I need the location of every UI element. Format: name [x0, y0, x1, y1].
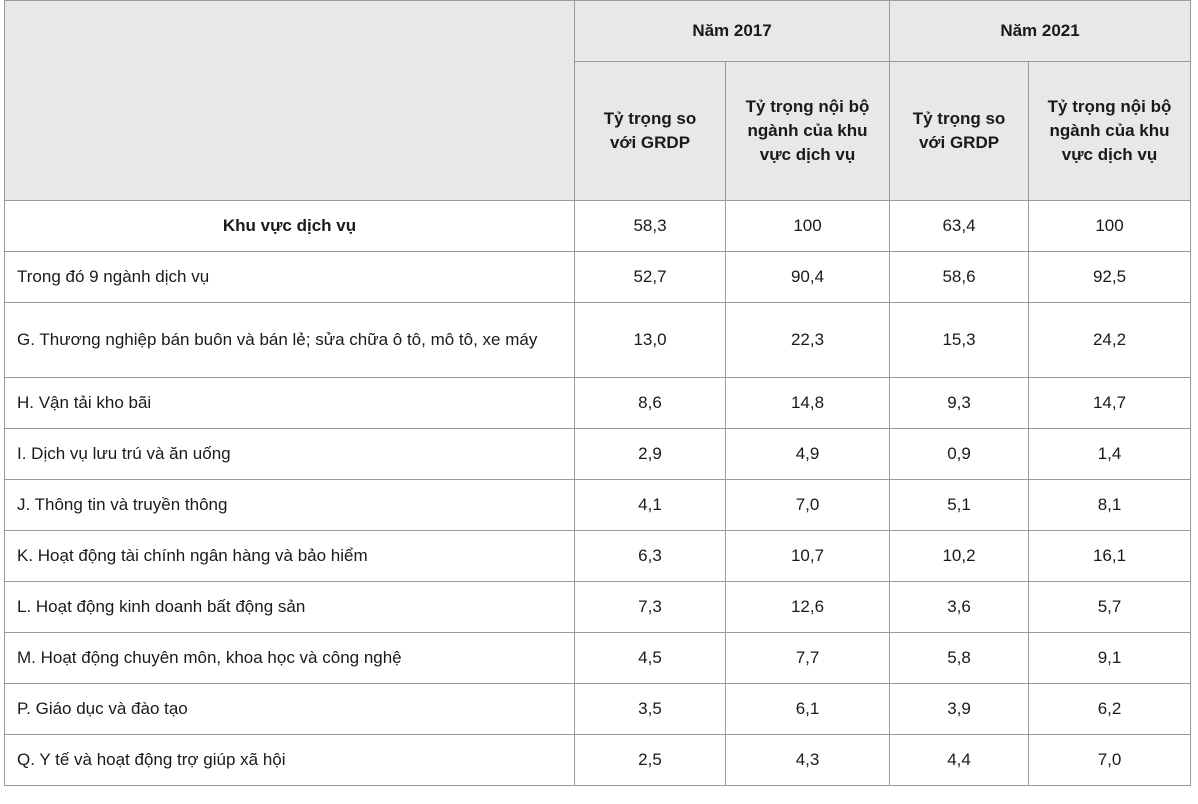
cell-2021-grdp: 3,9	[889, 683, 1030, 735]
cell-2017-grdp: 4,5	[574, 632, 726, 684]
cell-2017-internal: 22,3	[724, 302, 891, 378]
col-2021-internal-label: Tỷ trọng nội bộ ngành của khu vực dịch v…	[1047, 97, 1172, 164]
year-2021-header: Năm 2021	[889, 0, 1192, 62]
cell-2021-grdp: 4,4	[889, 734, 1030, 786]
row-label: K. Hoạt động tài chính ngân hàng và bảo …	[4, 530, 575, 582]
cell-2017-internal: 100	[724, 200, 891, 252]
cell-2021-grdp: 5,1	[889, 479, 1030, 531]
col-2017-internal-label: Tỷ trọng nội bộ ngành của khu vực dịch v…	[745, 97, 870, 164]
cell-2017-grdp: 2,9	[574, 428, 726, 480]
cell-2017-internal: 4,9	[724, 428, 891, 480]
cell-2021-internal: 100	[1028, 200, 1192, 252]
cell-2017-grdp: 58,3	[574, 200, 726, 252]
col-2017-grdp-header: Tỷ trọng so với GRDP	[574, 61, 726, 201]
cell-2021-internal: 7,0	[1028, 734, 1192, 786]
table-row: Q. Y tế và hoạt động trợ giúp xã hội 2,5…	[4, 734, 1192, 786]
cell-2021-internal: 8,1	[1028, 479, 1192, 531]
row-label: H. Vận tải kho bãi	[4, 377, 575, 429]
row-label: J. Thông tin và truyền thông	[4, 479, 575, 531]
table-row: J. Thông tin và truyền thông 4,1 7,0 5,1…	[4, 479, 1192, 531]
cell-2021-grdp: 15,3	[889, 302, 1030, 378]
col-2017-internal-header: Tỷ trọng nội bộ ngành của khu vực dịch v…	[724, 61, 891, 201]
table-row: L. Hoạt động kinh doanh bất động sản 7,3…	[4, 581, 1192, 633]
cell-2021-grdp: 10,2	[889, 530, 1030, 582]
row-label: M. Hoạt động chuyên môn, khoa học và côn…	[4, 632, 575, 684]
cell-2017-grdp: 3,5	[574, 683, 726, 735]
cell-2021-grdp: 3,6	[889, 581, 1030, 633]
cell-2017-grdp: 7,3	[574, 581, 726, 633]
cell-2021-internal: 24,2	[1028, 302, 1192, 378]
cell-2017-grdp: 6,3	[574, 530, 726, 582]
table-row: Trong đó 9 ngành dịch vụ 52,7 90,4 58,6 …	[4, 251, 1192, 303]
row-label: L. Hoạt động kinh doanh bất động sản	[4, 581, 575, 633]
col-2017-grdp-label: Tỷ trọng so với GRDP	[603, 109, 697, 152]
table-row: M. Hoạt động chuyên môn, khoa học và côn…	[4, 632, 1192, 684]
cell-2017-internal: 10,7	[724, 530, 891, 582]
cell-2017-internal: 7,0	[724, 479, 891, 531]
cell-2021-internal: 5,7	[1028, 581, 1192, 633]
year-2017-header: Năm 2017	[573, 0, 891, 62]
cell-2021-grdp: 63,4	[889, 200, 1030, 252]
cell-2017-internal: 4,3	[724, 734, 891, 786]
cell-2021-internal: 14,7	[1028, 377, 1192, 429]
cell-2017-grdp: 8,6	[574, 377, 726, 429]
row-label: Q. Y tế và hoạt động trợ giúp xã hội	[4, 734, 575, 786]
row-label: Trong đó 9 ngành dịch vụ	[4, 251, 575, 303]
cell-2017-grdp: 2,5	[574, 734, 726, 786]
cell-2017-internal: 7,7	[724, 632, 891, 684]
table-row: K. Hoạt động tài chính ngân hàng và bảo …	[4, 530, 1192, 582]
cell-2021-internal: 92,5	[1028, 251, 1192, 303]
cell-2021-grdp: 5,8	[889, 632, 1030, 684]
cell-2021-internal: 16,1	[1028, 530, 1192, 582]
cell-2017-grdp: 13,0	[574, 302, 726, 378]
row-label: P. Giáo dục và đào tạo	[4, 683, 575, 735]
row-label: Khu vực dịch vụ	[4, 200, 575, 252]
cell-2021-internal: 6,2	[1028, 683, 1192, 735]
cell-2021-grdp: 9,3	[889, 377, 1030, 429]
service-sector-table: Năm 2017 Năm 2021 Tỷ trọng so với GRDP T…	[4, 0, 1192, 786]
cell-2017-grdp: 4,1	[574, 479, 726, 531]
cell-2017-grdp: 52,7	[574, 251, 726, 303]
table-row: H. Vận tải kho bãi 8,6 14,8 9,3 14,7	[4, 377, 1192, 429]
cell-2017-internal: 90,4	[724, 251, 891, 303]
col-2021-grdp-header: Tỷ trọng so với GRDP	[889, 61, 1030, 201]
table-container: Năm 2017 Năm 2021 Tỷ trọng so với GRDP T…	[4, 0, 1192, 786]
table-row: I. Dịch vụ lưu trú và ăn uống 2,9 4,9 0,…	[4, 428, 1192, 480]
cell-2021-internal: 1,4	[1028, 428, 1192, 480]
corner-header-cell	[4, 0, 575, 201]
table-row: G. Thương nghiệp bán buôn và bán lẻ; sửa…	[4, 302, 1192, 378]
cell-2021-internal: 9,1	[1028, 632, 1192, 684]
row-label: I. Dịch vụ lưu trú và ăn uống	[4, 428, 575, 480]
table-row: P. Giáo dục và đào tạo 3,5 6,1 3,9 6,2	[4, 683, 1192, 735]
row-label: G. Thương nghiệp bán buôn và bán lẻ; sửa…	[4, 302, 575, 378]
col-2021-grdp-label: Tỷ trọng so với GRDP	[912, 109, 1006, 152]
table-row: Khu vực dịch vụ 58,3 100 63,4 100	[4, 200, 1192, 252]
cell-2017-internal: 12,6	[724, 581, 891, 633]
cell-2017-internal: 14,8	[724, 377, 891, 429]
cell-2017-internal: 6,1	[724, 683, 891, 735]
cell-2021-grdp: 58,6	[889, 251, 1030, 303]
col-2021-internal-header: Tỷ trọng nội bộ ngành của khu vực dịch v…	[1028, 61, 1192, 201]
cell-2021-grdp: 0,9	[889, 428, 1030, 480]
